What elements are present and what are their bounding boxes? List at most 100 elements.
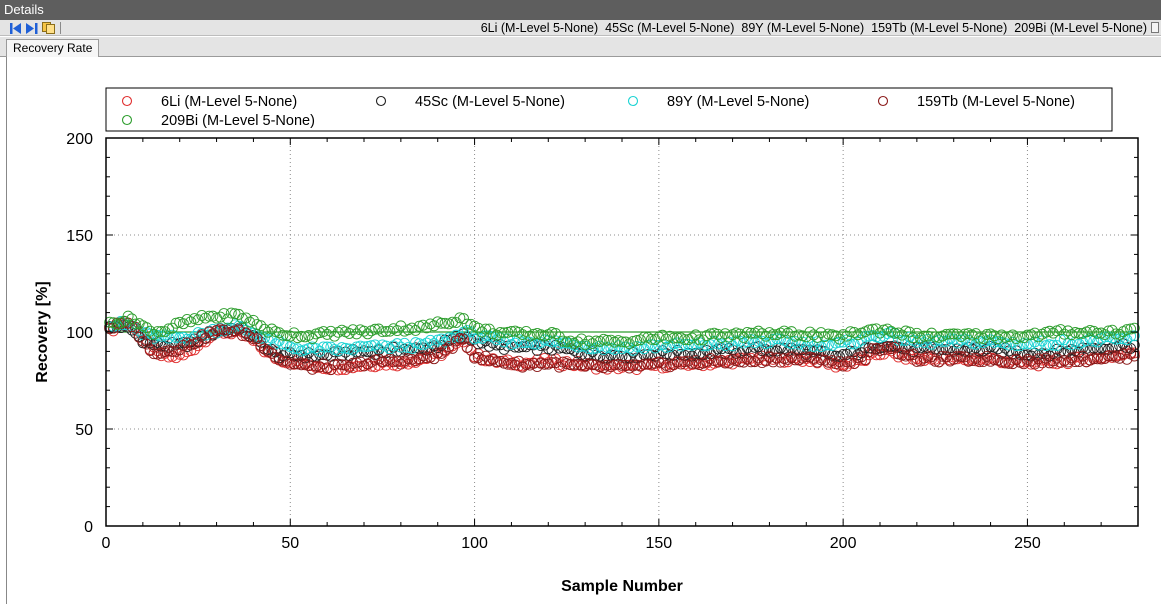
- data-point: [911, 342, 923, 353]
- data-point: [528, 328, 539, 340]
- data-point: [863, 324, 875, 336]
- data-point: [1088, 342, 1100, 354]
- data-point: [907, 349, 919, 360]
- data-point: [789, 336, 801, 347]
- data-point: [922, 330, 934, 342]
- data-point: [948, 328, 960, 340]
- data-point: [981, 343, 993, 355]
- data-point: [491, 329, 503, 341]
- series-tab-159tb[interactable]: 159Tb (M-Level 5-None): [871, 21, 1008, 35]
- data-point: [458, 313, 469, 324]
- data-point: [461, 318, 473, 330]
- data-point: [583, 358, 595, 370]
- data-point: [981, 329, 993, 340]
- data-point: [517, 361, 528, 373]
- data-point: [502, 326, 514, 338]
- data-point: [1099, 331, 1111, 343]
- data-point: [660, 333, 672, 345]
- data-point: [771, 333, 783, 345]
- data-point: [819, 331, 831, 342]
- data-point: [631, 364, 643, 375]
- recovery-rate-chart: 0 50 100 150 200 250 0 50 100 150 200 Sample Numb…: [34, 87, 1140, 595]
- data-point: [841, 356, 853, 368]
- data-point: [638, 331, 650, 343]
- data-point: [734, 356, 746, 368]
- data-point: [918, 330, 930, 342]
- data-point: [741, 353, 753, 365]
- data-point: [281, 355, 293, 367]
- data-point: [196, 310, 208, 321]
- panel-left-border: [6, 57, 7, 604]
- data-point: [229, 308, 241, 320]
- data-point: [904, 331, 915, 343]
- data-point: [1029, 327, 1041, 339]
- data-point: [756, 345, 768, 357]
- data-point: [885, 341, 897, 352]
- data-point: [951, 328, 963, 340]
- data-point: [347, 324, 359, 336]
- data-point: [152, 348, 164, 360]
- data-point: [863, 346, 875, 358]
- data-point: [1033, 339, 1044, 351]
- data-point: [1044, 339, 1055, 351]
- data-point: [259, 323, 270, 335]
- data-point: [159, 329, 171, 341]
- data-point: [144, 345, 156, 357]
- data-point: [553, 342, 565, 354]
- data-point: [373, 323, 385, 335]
- data-point: [336, 342, 348, 354]
- data-point: [951, 350, 963, 362]
- data-point: [476, 326, 488, 338]
- series-tab-45sc[interactable]: 45Sc (M-Level 5-None): [605, 21, 735, 35]
- legend-label: 45Sc (M-Level 5-None): [415, 94, 565, 110]
- data-point: [266, 347, 278, 359]
- skip-next-icon[interactable]: [26, 22, 38, 34]
- data-point: [852, 337, 864, 348]
- data-point: [332, 345, 344, 357]
- series-tab-89y[interactable]: 89Y (M-Level 5-None): [741, 21, 865, 35]
- data-point: [399, 337, 410, 349]
- data-point: [808, 329, 820, 341]
- data-point: [719, 328, 731, 340]
- series-tab-209bi[interactable]: 209Bi (M-Level 5-None): [1014, 21, 1147, 35]
- data-point: [376, 356, 388, 368]
- data-point: [970, 352, 982, 364]
- skip-first-icon[interactable]: [10, 22, 22, 34]
- data-point: [1084, 325, 1096, 336]
- data-point: [1121, 324, 1133, 336]
- data-point: [730, 335, 742, 347]
- overflow-icon[interactable]: [1151, 22, 1159, 33]
- series-tab-6li[interactable]: 6Li (M-Level 5-None): [480, 21, 599, 35]
- data-point: [830, 330, 842, 342]
- data-point: [266, 323, 278, 335]
- data-point: [358, 341, 370, 353]
- data-point: [225, 307, 237, 319]
- data-point: [638, 358, 650, 370]
- data-point: [336, 359, 348, 371]
- data-point: [564, 359, 576, 371]
- copy-icon[interactable]: [42, 22, 56, 34]
- data-point: [826, 340, 838, 351]
- legend-box: [105, 87, 1113, 132]
- data-point: [476, 332, 488, 344]
- data-point: [218, 308, 230, 319]
- tab-recovery-rate[interactable]: Recovery Rate: [6, 39, 100, 57]
- data-point: [970, 338, 982, 350]
- data-points: [104, 307, 1140, 376]
- data-point: [1062, 325, 1074, 337]
- data-point: [819, 339, 831, 351]
- legend-label: 159Tb (M-Level 5-None): [917, 94, 1075, 110]
- data-point: [148, 348, 160, 360]
- data-point: [959, 328, 971, 340]
- data-point: [1069, 356, 1081, 368]
- data-point: [509, 359, 521, 371]
- data-point: [137, 329, 149, 341]
- data-point: [343, 328, 355, 339]
- legend-label: 89Y (M-Level 5-None): [667, 94, 809, 110]
- data-point: [421, 352, 433, 364]
- data-point: [767, 329, 779, 340]
- data-point: [435, 347, 447, 359]
- data-point: [236, 313, 248, 325]
- legend-label: 209Bi (M-Level 5-None): [161, 113, 315, 129]
- data-point: [686, 357, 698, 369]
